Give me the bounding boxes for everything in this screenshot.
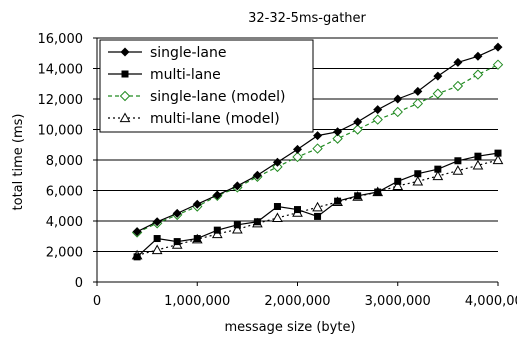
data-point-multi-lane [193, 235, 201, 243]
data-point-single-lane-model [412, 98, 424, 109]
y-tick-label: 8,000 [46, 154, 83, 169]
tick-labels: 0 2,000 4,000 6,000 8,000 10,000 12,000 14,000 1… [38, 32, 517, 309]
data-point-single-lane [252, 170, 262, 180]
legend-box [99, 39, 314, 133]
data-point-single-lane [393, 94, 403, 104]
data-point-multi-lane-model [232, 223, 243, 234]
data-point-single-lane-model [452, 80, 464, 92]
data-point-single-lane [313, 131, 323, 141]
y-tick-label: 14,000 [38, 63, 84, 78]
data-point-multi-lane-model [432, 170, 444, 181]
legend-label: multi-lane (model) [150, 111, 280, 127]
y-tick-label: 2,000 [46, 246, 83, 261]
data-point-multi-lane-model [452, 165, 464, 175]
x-tick-label: 2,000,000 [264, 294, 330, 309]
data-point-single-lane [132, 227, 142, 237]
data-point-multi-lane [414, 170, 422, 178]
data-point-multi-lane [354, 192, 362, 200]
data-point-multi-lane [334, 197, 342, 205]
legend-marker [120, 47, 130, 57]
x-axis-label: message size (byte) [224, 320, 355, 335]
data-point-single-lane-model [472, 69, 484, 80]
series-multi-lane [133, 149, 502, 261]
y-tick-label: 0 [75, 276, 83, 291]
data-point-single-lane-model [292, 151, 303, 163]
data-point-multi-lane [153, 235, 161, 243]
data-point-multi-lane-model [312, 201, 323, 212]
data-point-multi-lane-model [392, 180, 404, 191]
x-tick-label: 4,000,000 [465, 294, 517, 309]
legend-marker [119, 112, 131, 123]
y-axis-label: total time (ms) [11, 114, 26, 211]
data-point-multi-lane-model [272, 212, 283, 223]
chart-title: 32-32-5ms-gather [248, 11, 366, 26]
legend-marker [121, 70, 129, 78]
data-point-single-lane-model [332, 133, 343, 144]
data-point-multi-lane [434, 165, 442, 173]
data-point-multi-lane-model [472, 159, 484, 170]
data-point-multi-lane [494, 149, 502, 157]
data-point-single-lane [172, 208, 182, 218]
data-point-single-lane [433, 71, 443, 81]
data-point-single-lane [152, 217, 162, 227]
y-tick-label: 4,000 [46, 215, 83, 230]
data-point-multi-lane [133, 253, 141, 261]
data-point-single-lane [473, 51, 483, 61]
data-point-multi-lane [173, 238, 181, 246]
x-tick-label: 0 [93, 294, 101, 309]
data-point-multi-lane [273, 203, 281, 211]
legend: single-lane multi-lane single-lane (model)… [99, 39, 314, 133]
data-point-single-lane [493, 42, 503, 52]
data-point-single-lane [232, 181, 242, 191]
series-group [131, 42, 504, 261]
data-point-multi-lane [314, 212, 322, 220]
data-point-multi-lane-model [151, 244, 163, 255]
data-point-single-lane-model [392, 106, 403, 118]
data-point-single-lane [413, 86, 423, 96]
data-point-single-lane [333, 127, 343, 137]
data-point-single-lane-model [352, 124, 363, 135]
data-point-single-lane [293, 144, 302, 154]
data-point-multi-lane [454, 157, 462, 165]
data-point-single-lane [212, 190, 222, 200]
y-tick-label: 16,000 [38, 32, 84, 47]
y-tick-label: 12,000 [38, 93, 84, 108]
data-point-multi-lane-model [412, 175, 424, 186]
legend-entry-multi-lane: multi-lane [108, 67, 221, 83]
data-point-multi-lane-model [492, 154, 504, 165]
legend-marker [119, 90, 131, 102]
data-point-single-lane [353, 117, 363, 127]
data-point-multi-lane [374, 188, 382, 196]
legend-label: single-lane [150, 45, 226, 61]
legend-label: single-lane (model) [150, 89, 285, 105]
data-point-single-lane [192, 199, 202, 209]
legend-entry-single-lane-model: single-lane (model) [108, 89, 285, 105]
data-point-single-lane-model [492, 59, 504, 70]
data-point-single-lane [272, 157, 282, 167]
data-point-multi-lane [394, 177, 402, 185]
data-point-single-lane [453, 57, 463, 67]
legend-entry-multi-lane-model: multi-lane (model) [108, 111, 280, 127]
series-single-lane [132, 42, 503, 237]
data-point-multi-lane [213, 226, 221, 234]
data-point-multi-lane [253, 218, 261, 226]
data-point-multi-lane [233, 221, 241, 229]
data-point-single-lane-model [272, 161, 283, 173]
x-tick-label: 1,000,000 [164, 294, 230, 309]
data-point-multi-lane [294, 206, 301, 214]
legend-entry-single-lane: single-lane [108, 45, 226, 61]
data-point-single-lane-model [432, 88, 444, 99]
y-tick-label: 6,000 [46, 185, 83, 200]
data-point-single-lane [373, 105, 383, 115]
x-tick-label: 3,000,000 [365, 294, 431, 309]
data-point-single-lane-model [312, 143, 323, 154]
legend-label: multi-lane [150, 67, 221, 83]
data-point-single-lane-model [372, 114, 383, 125]
y-tick-label: 10,000 [38, 124, 84, 139]
series-multi-lane-model [131, 154, 504, 260]
data-point-multi-lane [474, 152, 482, 160]
